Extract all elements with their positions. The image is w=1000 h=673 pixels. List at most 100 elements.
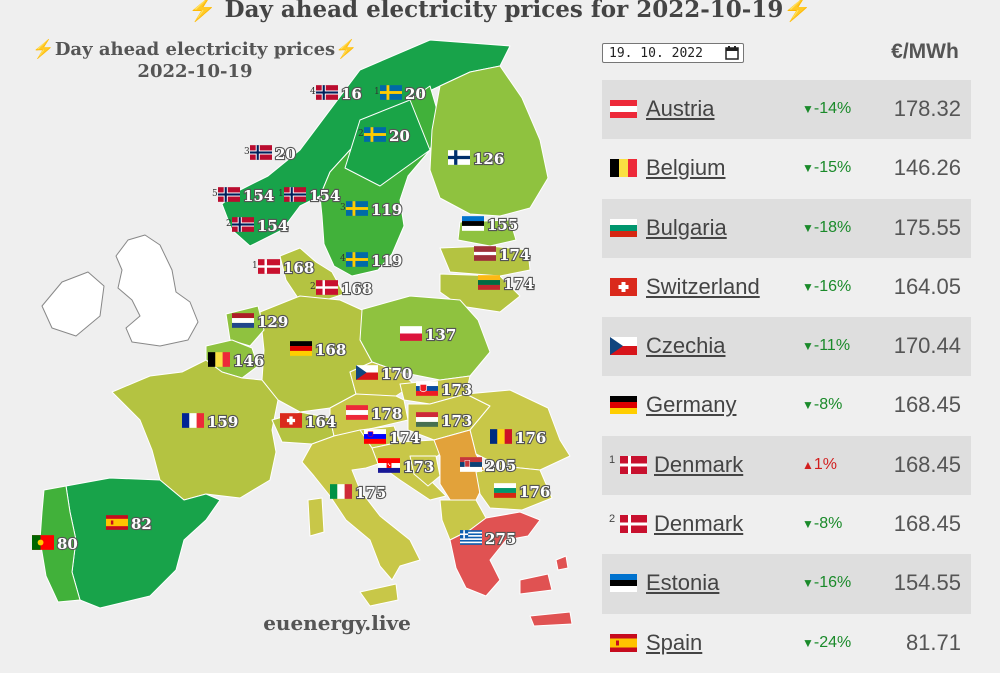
map-price-value: 164	[305, 413, 336, 431]
flag-be-icon	[208, 352, 230, 367]
map-price-value: 176	[515, 429, 546, 447]
map-price-value: 275	[485, 530, 516, 548]
change-percent: -15%	[813, 159, 852, 177]
flag-ro-icon	[490, 429, 512, 444]
map-price-label: 129	[232, 312, 289, 332]
price-value: 168.45	[893, 511, 961, 537]
map-price-value: 168	[283, 259, 314, 277]
country-link[interactable]: Czechia	[646, 333, 726, 359]
map-price-label: 174	[478, 274, 535, 294]
europe-price-map: ⚡Day ahead electricity prices⚡ 2022-10-1…	[32, 38, 573, 635]
table-row: Belgium ▼-15% 146.26	[602, 139, 971, 198]
map-price-label: 4 119	[340, 251, 403, 271]
flag-rs-icon	[460, 457, 482, 472]
portugal-shape	[39, 485, 81, 603]
country-link[interactable]: Denmark	[654, 511, 744, 537]
map-price-label: 1 154	[278, 186, 341, 206]
map-price-value: 129	[257, 313, 288, 331]
zone-number: 3	[340, 203, 346, 213]
map-price-value: 173	[403, 458, 434, 476]
country-link[interactable]: Bulgaria	[646, 214, 727, 240]
map-price-value: 146	[233, 352, 264, 370]
country-link[interactable]: Belgium	[646, 155, 726, 181]
map-price-value: 170	[381, 365, 412, 383]
price-value: 146.26	[893, 155, 961, 181]
price-change: ▼-8%	[802, 396, 842, 414]
map-price-label: 173	[416, 380, 473, 400]
zone-number: 4	[340, 254, 346, 264]
flag-pt-icon	[32, 535, 54, 550]
country-link[interactable]: Estonia	[646, 570, 720, 596]
map-price-value: 80	[57, 535, 78, 553]
change-percent: -16%	[813, 277, 852, 295]
flag-dk-icon	[258, 259, 280, 274]
finland-shape	[429, 65, 549, 217]
map-price-label: 126	[448, 149, 505, 169]
table-row: 1 Denmark ▲1% 168.45	[602, 435, 971, 496]
map-price-label: 174	[364, 428, 421, 448]
change-percent: -18%	[813, 218, 852, 236]
map-price-label: 173	[378, 457, 435, 477]
unit-header: €/MWh	[891, 40, 959, 63]
sicily-shape	[359, 583, 399, 607]
flag-no-icon	[218, 187, 240, 202]
date-input[interactable]: 19. 10. 2022	[602, 43, 744, 63]
flag-gr-icon	[460, 530, 482, 545]
calendar-icon[interactable]	[725, 46, 739, 60]
map-price-value: 205	[485, 457, 516, 475]
flag-hu-icon	[416, 412, 438, 427]
arrow-down-icon: ▼	[802, 635, 814, 650]
country-link[interactable]: Switzerland	[646, 273, 760, 299]
price-table: Austria ▼-14% 178.32 Belgium ▼-15% 146.26 Bulg…	[602, 80, 971, 673]
price-value: 154.55	[893, 570, 961, 596]
map-price-label: 173	[416, 411, 473, 431]
price-value: 168.45	[893, 392, 961, 418]
price-value: 178.32	[893, 96, 961, 121]
map-price-value: 174	[389, 429, 420, 447]
map-title-line1: ⚡Day ahead electricity prices⚡	[32, 38, 357, 60]
map-price-label: 155	[462, 215, 519, 235]
country-link[interactable]: Spain	[646, 629, 703, 655]
arrow-down-icon: ▼	[802, 339, 814, 354]
map-price-label: 2 154	[226, 216, 289, 236]
map-price-value: 154	[243, 187, 274, 205]
price-change: ▲1%	[802, 456, 837, 474]
table-row: 2 Denmark ▼-8% 168.45	[602, 495, 971, 554]
greece-islands-shape	[519, 555, 573, 627]
country-link[interactable]: Germany	[646, 392, 737, 418]
price-change: ▼-11%	[802, 337, 850, 355]
price-value: 81.71	[905, 629, 961, 655]
map-price-value: 174	[499, 246, 530, 264]
map-price-label: 2 168	[310, 279, 373, 299]
flag-no-icon	[284, 187, 306, 202]
map-price-value: 126	[473, 150, 504, 168]
country-link[interactable]: Denmark	[654, 451, 744, 477]
sardinia-shape	[307, 497, 325, 537]
map-price-label: 146	[208, 351, 265, 371]
arrow-up-icon: ▲	[802, 457, 814, 472]
spain-shape	[65, 477, 221, 609]
price-value: 175.55	[893, 214, 961, 240]
date-value: 19. 10. 2022	[609, 45, 703, 61]
country-link[interactable]: Austria	[646, 96, 715, 121]
map-price-label: 2 20	[358, 126, 411, 146]
italy-shape	[301, 429, 421, 581]
price-change: ▼-15%	[802, 159, 851, 177]
table-row: Germany ▼-8% 168.45	[602, 376, 971, 435]
page-title: ⚡ Day ahead electricity prices for 2022-…	[188, 0, 812, 23]
zone-number: 2	[226, 219, 232, 229]
price-value: 170.44	[893, 333, 961, 359]
flag-ee-icon	[462, 216, 484, 231]
flag-lv-icon	[474, 246, 496, 261]
map-price-value: 20	[405, 85, 426, 103]
map-price-value: 137	[425, 326, 456, 344]
zone-number: 1	[278, 189, 284, 199]
map-price-value: 168	[341, 280, 372, 298]
change-percent: -11%	[813, 337, 851, 355]
zone-number: 4	[310, 87, 316, 97]
change-percent: -24%	[813, 633, 852, 651]
flag-dk-icon	[316, 280, 338, 295]
map-price-label: 1 20	[374, 84, 427, 104]
map-price-label: 5 154	[212, 186, 275, 206]
